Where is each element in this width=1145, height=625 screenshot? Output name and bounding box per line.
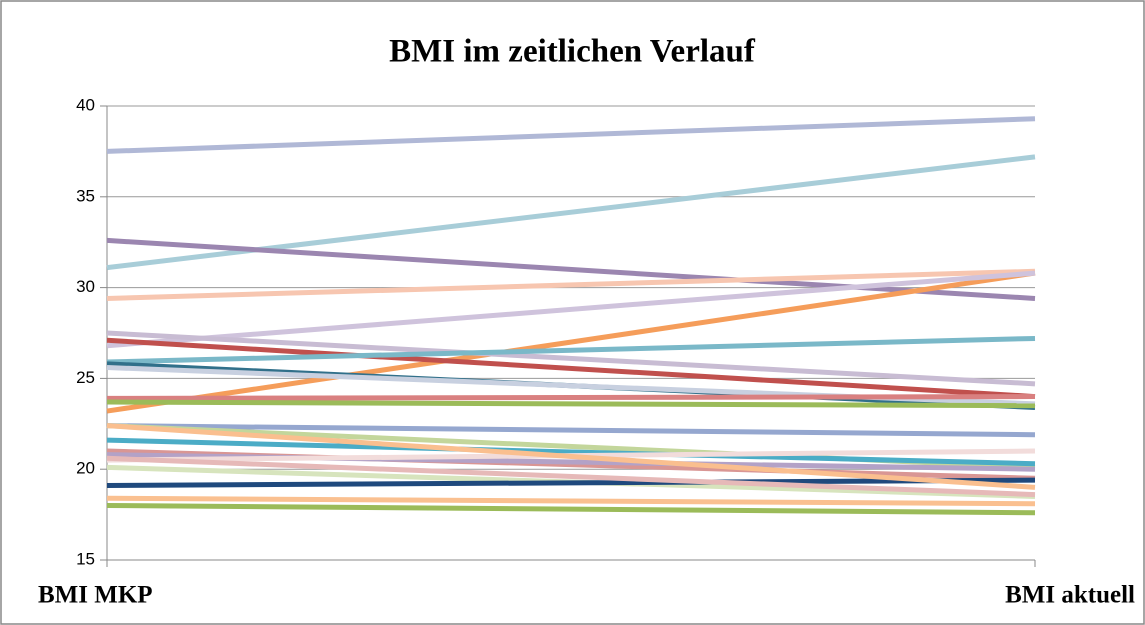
series-line [106,477,1036,489]
series-line [106,423,1036,490]
y-tick-label: 40 [76,95,95,114]
series-line [106,495,1036,507]
series-line [106,423,1036,438]
series-line [106,437,1036,467]
series-line [106,455,1036,498]
y-tick-label: 15 [76,549,95,568]
series-line [106,116,1036,154]
y-tick-label: 20 [76,459,95,478]
series-line [106,335,1036,365]
series-line [106,270,1036,414]
series-line [106,399,1036,409]
x-tick-label: BMI MKP [38,582,153,609]
series-line [106,330,1036,387]
y-tick-label: 25 [76,368,95,387]
series-line [106,503,1036,516]
series-line [106,268,1036,301]
chart-title: BMI im zeitlichen Verlauf [389,34,756,70]
x-tick-label: BMI aktuell [1005,582,1135,609]
series-line [106,337,1036,400]
series-line [106,270,1036,349]
y-tick-label: 35 [76,186,95,205]
y-tick-label: 30 [76,277,95,296]
series-line [106,237,1036,301]
series-line [106,394,1036,401]
